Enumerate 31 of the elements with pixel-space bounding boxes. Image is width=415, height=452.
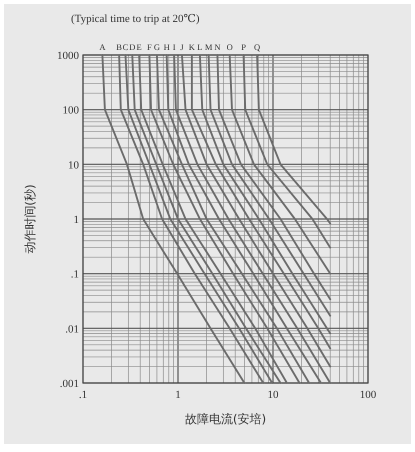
series-label: H <box>164 42 170 52</box>
series-label: E <box>136 42 142 52</box>
y-tick-label: .01 <box>65 323 79 336</box>
series-label: N <box>214 42 220 52</box>
series-label: J <box>180 42 184 52</box>
series-label: A <box>99 42 106 52</box>
y-tick-label: .001 <box>60 378 79 390</box>
series-label: M <box>204 42 213 52</box>
y-tick-label: .1 <box>70 268 79 281</box>
x-tick-label: 10 <box>268 389 279 401</box>
series-label: I <box>172 42 176 52</box>
series-label: L <box>197 42 202 52</box>
series-label: O <box>226 42 233 52</box>
y-axis-title: 动作时间(秒) <box>23 184 37 254</box>
chart-title: (Typical time to trip at 20℃) <box>71 13 200 25</box>
x-tick-label: 100 <box>360 389 377 401</box>
x-tick-label: .1 <box>78 389 88 401</box>
y-tick-label: 10 <box>68 159 80 172</box>
series-label: P <box>241 42 246 52</box>
series-label: Q <box>254 42 260 52</box>
series-label: K <box>188 42 196 52</box>
series-label: D <box>129 42 136 52</box>
y-tick-label: 1 <box>74 214 79 226</box>
y-tick-label: 1000 <box>57 50 80 62</box>
series-label: C <box>122 42 129 52</box>
series-label: G <box>154 42 160 52</box>
x-axis-title: 故障电流(安培) <box>184 412 266 426</box>
series-label: B <box>116 42 122 52</box>
series-label: F <box>147 42 152 52</box>
y-tick-label: 100 <box>62 104 80 117</box>
x-tick-label: 1 <box>175 389 181 401</box>
